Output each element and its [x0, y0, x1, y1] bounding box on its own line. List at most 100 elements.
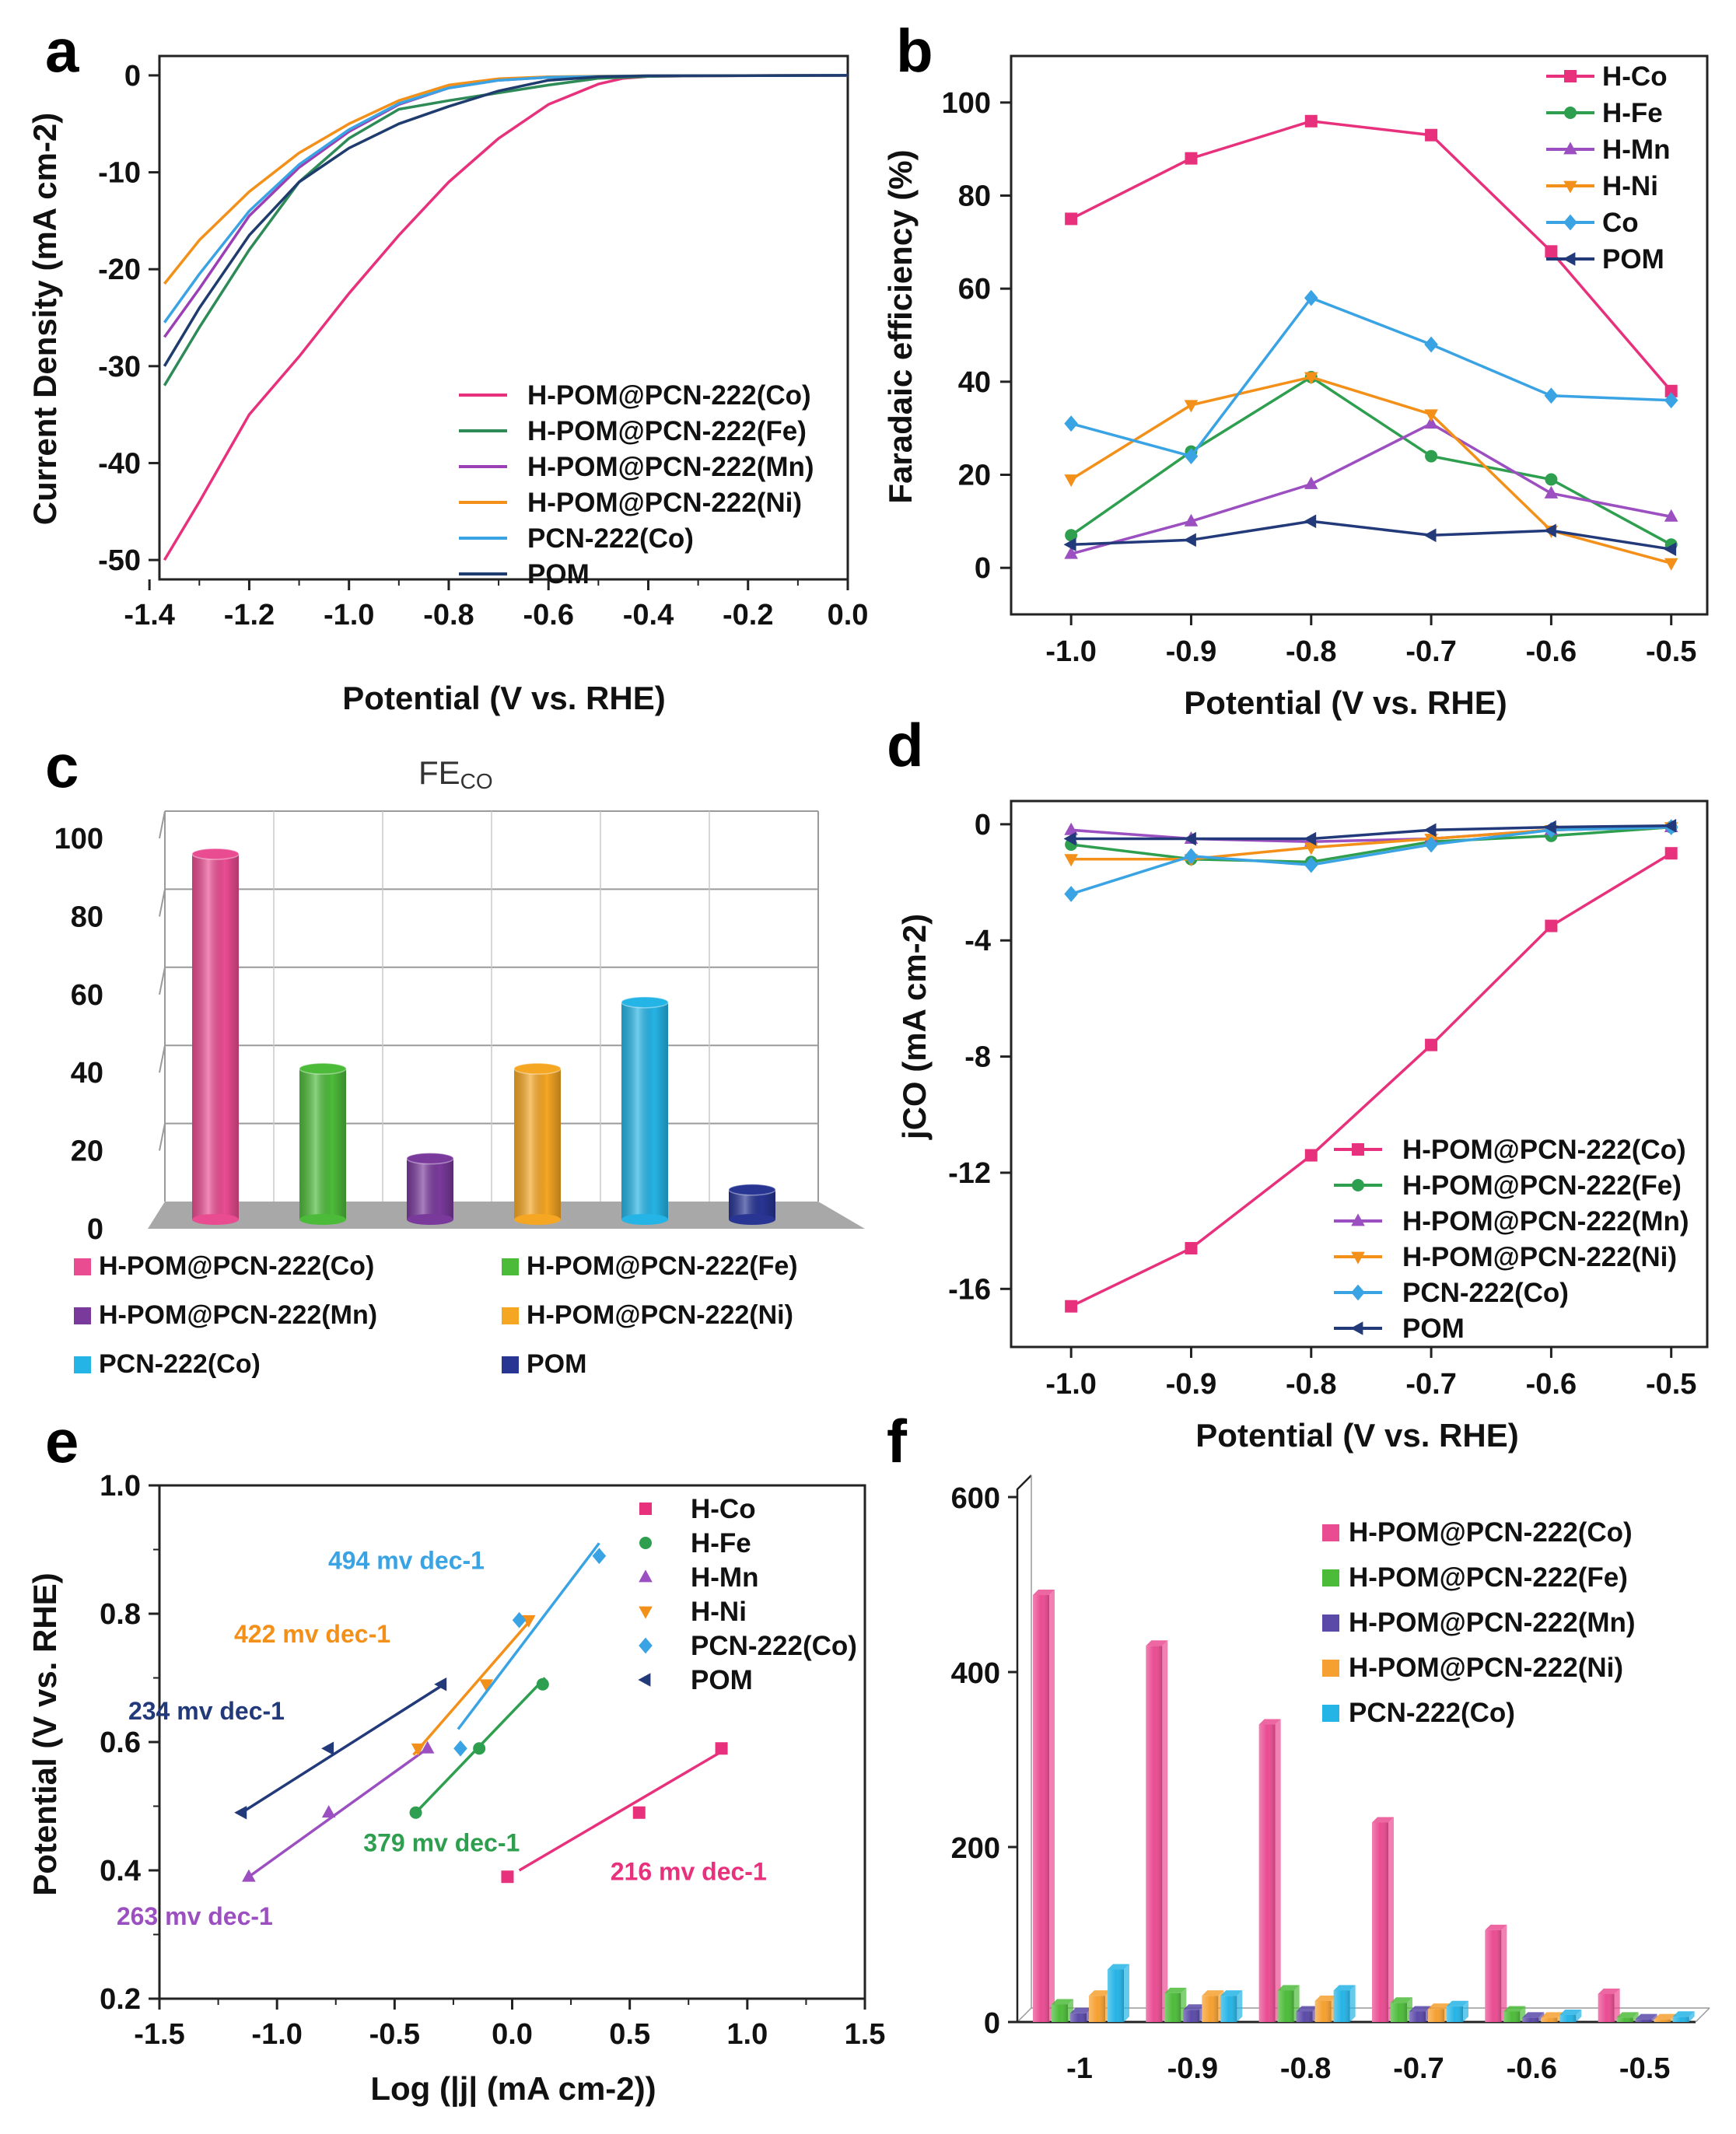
panel-f-bar-shade: [1220, 1996, 1237, 2022]
panel-c-bar-shade: [514, 1069, 561, 1219]
panel-b-point-3-1: [1184, 400, 1199, 413]
panel-c-ytick-label: 40: [71, 1057, 103, 1090]
panel-f-bar-1-4: [1220, 1990, 1243, 2022]
panel-f-bar-2-4: [1333, 1985, 1356, 2022]
panel-d-ytick-label: 0: [975, 809, 991, 841]
legend-marker: [1563, 214, 1577, 231]
panel-f-bar-side: [1388, 1817, 1394, 2022]
panel-f-bar-shade: [1616, 2017, 1633, 2022]
panel-f-bar-top: [1559, 2010, 1582, 2015]
panel-a-ytick-label: 0: [124, 60, 141, 93]
panel-c-bar-0: [191, 848, 240, 1225]
panel-f-bar-shade: [1146, 1646, 1163, 2022]
panel-e-xtick-label: 1.0: [726, 2018, 768, 2051]
panel-e-point-4-0: [453, 1740, 467, 1757]
panel-f-bar-top: [1220, 1990, 1243, 1996]
panel-e-legend-label: H-Fe: [691, 1528, 751, 1559]
legend-marker: [1351, 1284, 1365, 1301]
panel-f-bar-top: [1277, 1985, 1300, 1991]
panel-b-point-2-1: [1184, 513, 1199, 527]
panel-e-slope-label-1: 379 mv dec-1: [363, 1828, 520, 1856]
panel-f-chart: 0 200 400 600 -1 -0.9 -0.8 -0.7 -0.6 -0.5 H-POM@PC…: [951, 1475, 1710, 2085]
panel-f-bar-shade: [1672, 2017, 1689, 2022]
panel-e-point-0-1: [632, 1806, 646, 1819]
panel-d-point-5-2: [1304, 831, 1317, 846]
panel-f-bar-1-3: [1202, 1990, 1224, 2022]
panel-b-point-0-0: [1065, 212, 1078, 226]
panel-c-ytick-label: 80: [71, 901, 103, 933]
panel-c-bar-base: [621, 1214, 668, 1225]
panel-c-bar-base: [192, 1214, 239, 1225]
panel-b-point-0-4: [1545, 245, 1558, 258]
panel-e-legend-label: H-Ni: [691, 1597, 747, 1627]
panel-f-legend-label: H-POM@PCN-222(Ni): [1349, 1653, 1623, 1683]
legend-marker: [1563, 142, 1577, 155]
panel-f-bar-1-1: [1164, 1987, 1187, 2022]
panel-f-bar-top: [1654, 2013, 1676, 2020]
panel-e-point-5-2: [434, 1677, 447, 1691]
panel-f-bar-shade: [1033, 1595, 1049, 2022]
panel-b-point-2-3: [1424, 416, 1438, 429]
panel-a-legend-label: PCN-222(Co): [527, 523, 694, 554]
panel-c-legend-swatch: [74, 1356, 91, 1373]
panel-d-legend-label: H-POM@PCN-222(Ni): [1402, 1242, 1677, 1272]
panel-f-bar-2-2: [1296, 2006, 1318, 2022]
panel-d-ytick-label: -16: [948, 1273, 991, 1306]
panel-d-point-0-2: [1304, 1149, 1318, 1162]
panel-f-bar-side: [1124, 1964, 1129, 2022]
panel-c-legend-label: H-POM@PCN-222(Co): [99, 1251, 374, 1281]
panel-d-point-5-1: [1183, 831, 1196, 846]
panel-c-title-main: FE: [418, 754, 460, 791]
panel-d-legend-label: H-POM@PCN-222(Mn): [1402, 1206, 1689, 1237]
panel-f-bar-0-1: [1052, 1999, 1073, 2022]
panel-f-bar-shade: [1409, 2011, 1426, 2022]
panel-b-legend-label: H-Ni: [1602, 171, 1658, 201]
panel-f-bar-top: [1485, 1924, 1507, 1930]
panel-e-legend-label: POM: [691, 1665, 753, 1695]
panel-f-bar-top: [1183, 2004, 1206, 2010]
panel-c-grid-diag: [159, 1123, 166, 1151]
panel-b-ytick-label: 20: [958, 460, 991, 492]
panel-f-bar-top: [1616, 2012, 1639, 2018]
panel-d-point-4-3: [1424, 836, 1438, 853]
panel-d-xlabel: Potential (V vs. RHE): [1195, 1417, 1518, 1454]
panel-d-ylabel: jCO (mA cm-2): [896, 914, 933, 1140]
panel-f-legend-swatch: [1322, 1705, 1339, 1722]
panel-e-legend-marker: [639, 1503, 652, 1515]
panel-b-point-2-2: [1304, 476, 1318, 489]
panel-f-bar-shade: [1485, 1929, 1502, 2022]
panel-b-point-4-0: [1064, 415, 1078, 432]
panel-f-bar-4-0: [1485, 1924, 1507, 2022]
panel-b-legend-label: POM: [1602, 244, 1664, 275]
panel-b-point-5-3: [1423, 528, 1437, 543]
panel-d-xtick-label: -0.7: [1405, 1368, 1456, 1401]
panel-b-legend-label: H-Fe: [1602, 98, 1663, 128]
panel-a-xtick-label: -1.2: [224, 599, 275, 631]
panel-f-bar-shade: [1541, 2017, 1558, 2022]
panel-c-bar-shade: [407, 1158, 453, 1219]
panel-f-bar-top: [1447, 2000, 1468, 2006]
panel-f-bar-top: [1052, 1999, 1073, 2005]
legend-marker: [1351, 1213, 1365, 1226]
panel-c-bar-cap: [728, 1184, 776, 1196]
panel-f-bar-4-3: [1541, 2012, 1563, 2022]
panel-f-bar-side: [1520, 2006, 1526, 2022]
panel-f-bar-shade: [1654, 2019, 1671, 2022]
panel-a-xtick-label: -0.6: [523, 599, 573, 631]
panel-d-frame: [1010, 799, 1709, 1349]
panel-a-ytick-label: -50: [98, 544, 141, 577]
panel-e-xlabel: Log (|j| (mA cm-2)): [370, 2070, 656, 2108]
panel-e-point-5-0: [234, 1805, 247, 1820]
panel-c-legend-label: H-POM@PCN-222(Mn): [99, 1300, 377, 1330]
panel-f-bar-side: [1614, 1989, 1620, 2022]
panel-d-ytick-label: -8: [964, 1041, 991, 1074]
panel-c-grid-diag: [159, 889, 166, 917]
panel-f-bar-side: [1538, 2012, 1545, 2022]
legend-marker: [1352, 1143, 1364, 1156]
panel-e-ylabel: Potential (V vs. RHE): [26, 1573, 63, 1895]
panel-f-bar-0-2: [1070, 2007, 1092, 2022]
panel-e-legend-marker: [639, 1637, 653, 1654]
panel-d-point-3-0: [1064, 854, 1078, 867]
panel-e-point-3-1: [479, 1679, 494, 1692]
panel-b-point-1-0: [1065, 529, 1078, 542]
